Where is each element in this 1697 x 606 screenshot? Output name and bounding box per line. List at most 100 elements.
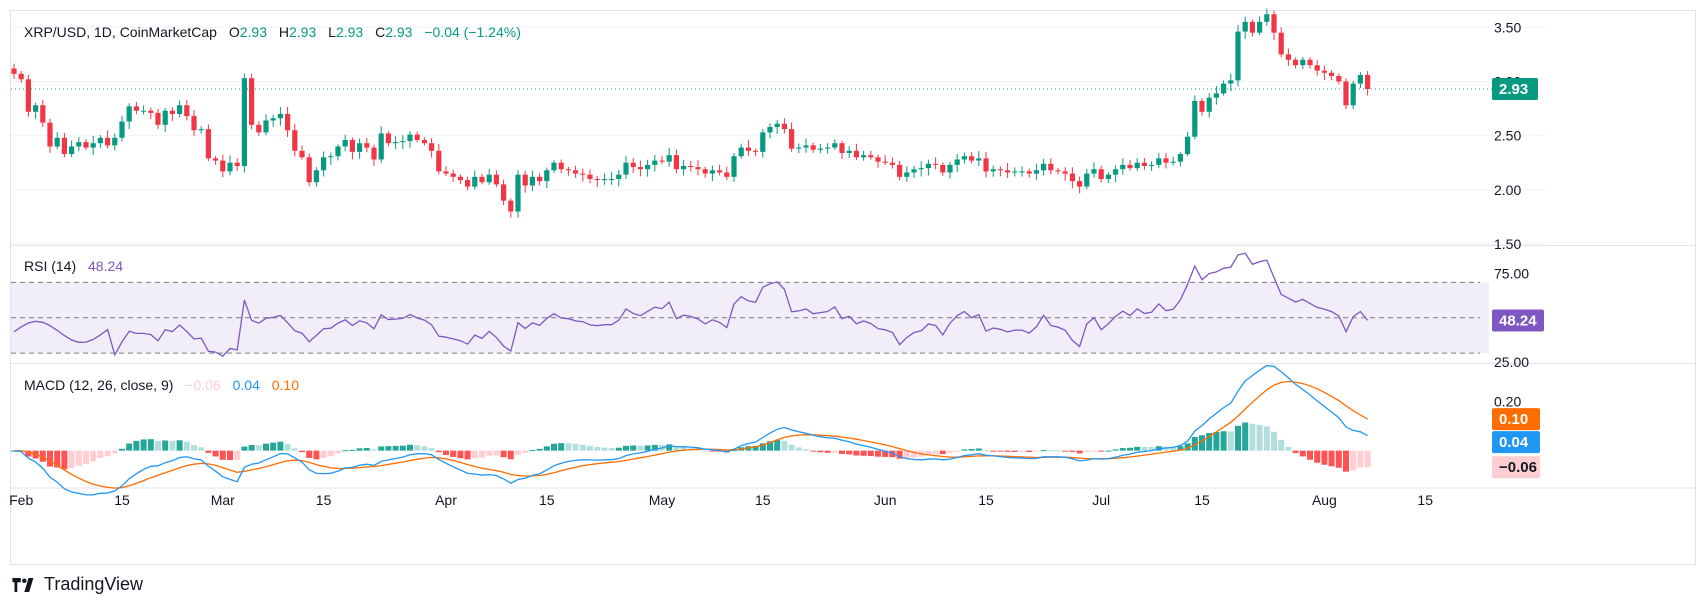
candle-body <box>1120 164 1126 170</box>
candle-body <box>933 163 939 165</box>
macd-histogram-bar <box>97 450 104 458</box>
candle-body <box>832 143 838 148</box>
candle-body <box>198 129 204 131</box>
candle-body <box>846 150 852 153</box>
candle-body <box>1091 169 1097 174</box>
candle-body <box>443 171 449 174</box>
time-tick-label: May <box>649 492 675 508</box>
macd-histogram-bar <box>1213 432 1220 451</box>
macd-histogram-bar <box>140 439 147 451</box>
candle-body <box>990 169 996 172</box>
macd-histogram-bar <box>839 450 845 454</box>
macd-histogram-bar <box>241 446 248 451</box>
candle-body <box>342 139 348 147</box>
macd-histogram-bar <box>248 444 255 451</box>
candle-body <box>609 178 615 180</box>
candle-body <box>753 150 759 152</box>
macd-histogram-bar <box>450 450 457 457</box>
macd-histogram-bar <box>1292 450 1299 453</box>
candle-body <box>1098 169 1104 179</box>
chart-frame[interactable] <box>10 10 1696 565</box>
candle-body <box>299 150 305 158</box>
candle-body <box>1307 59 1313 66</box>
candle-body <box>1185 136 1191 155</box>
macd-histogram-bar <box>90 450 97 462</box>
candle-body <box>177 105 183 114</box>
macd-histogram-bar <box>831 450 838 453</box>
macd-histogram-bar <box>515 450 521 455</box>
candle-body <box>587 174 593 179</box>
candle-body <box>875 157 881 162</box>
macd-histogram-bar <box>594 447 601 451</box>
macd-histogram-bar <box>615 447 622 451</box>
macd-histogram-bar <box>385 446 392 451</box>
candle-body <box>97 137 103 144</box>
candle-body <box>666 155 672 162</box>
candle-body <box>364 143 370 148</box>
candle-body <box>1221 83 1227 94</box>
tradingview-brand[interactable]: TradingView <box>12 574 143 595</box>
candle-body <box>861 155 867 158</box>
candle-body <box>1321 70 1327 73</box>
macd-histogram-bar <box>227 450 233 461</box>
macd-histogram-bar <box>212 450 219 457</box>
candle-body <box>868 155 874 158</box>
macd-histogram-bar <box>1242 422 1249 451</box>
high-value: 2.93 <box>289 24 317 40</box>
macd-histogram-bar <box>263 443 269 451</box>
macd-histogram-bar <box>824 450 831 453</box>
macd-histogram-bar <box>1170 446 1177 451</box>
macd-histogram-bar <box>414 445 421 451</box>
candle-body <box>659 160 665 162</box>
macd-histogram-bar <box>39 450 46 462</box>
macd-histogram-bar <box>1011 450 1018 452</box>
candle-body <box>450 173 456 177</box>
macd-histogram-bar <box>1271 431 1277 451</box>
macd-histogram-bar <box>486 450 493 456</box>
tag-layer: 2.93 48.24 0.10 0.04 −0.06 <box>1492 78 1544 479</box>
candle-body <box>328 156 334 158</box>
candle-body <box>673 155 679 170</box>
candle-body <box>925 163 931 169</box>
macd-histogram-bar <box>867 450 874 457</box>
candle-body <box>1350 83 1356 106</box>
macd-histogram-bar <box>435 450 442 453</box>
macd-histogram-bar <box>673 446 680 451</box>
candle-body <box>313 170 319 183</box>
macd-histogram-bar <box>579 444 586 451</box>
candle-body <box>1127 164 1133 169</box>
time-tick-label: 15 <box>114 492 130 508</box>
price-tag <box>1492 78 1538 101</box>
candle-body <box>69 146 75 155</box>
time-tick-label: 15 <box>1194 492 1210 508</box>
macd-histogram-bar <box>443 450 449 456</box>
candle-body <box>256 124 262 133</box>
macd-histogram-bar <box>1033 450 1040 452</box>
candle-body <box>551 162 557 171</box>
candle-body <box>1170 161 1176 163</box>
candle-body <box>918 168 924 170</box>
macd-histogram-bar <box>795 447 802 451</box>
macd-histogram-bar <box>1278 439 1285 451</box>
candle-body <box>465 180 471 187</box>
macd-histogram-bar <box>558 443 565 451</box>
candle-body <box>1293 59 1299 66</box>
macd-histogram-bar <box>299 450 305 453</box>
candle-body <box>1271 14 1277 33</box>
candle-body <box>270 118 276 121</box>
macd-histogram-bar <box>147 439 154 451</box>
candle-body <box>1213 93 1219 98</box>
macd-histogram-bar <box>695 449 701 451</box>
candle-body <box>1026 171 1032 174</box>
macd-histogram-bar <box>507 450 514 460</box>
candle-body <box>148 110 154 113</box>
candle-body <box>33 105 39 112</box>
rsi-tick-label: 25.00 <box>1494 354 1529 370</box>
candle-body <box>681 165 687 170</box>
candle-body <box>767 126 773 133</box>
candle-body <box>1012 171 1018 173</box>
macd-histogram-bar <box>407 444 413 451</box>
macd-histogram-bar <box>493 450 500 456</box>
macd-histogram-bar <box>277 441 284 451</box>
